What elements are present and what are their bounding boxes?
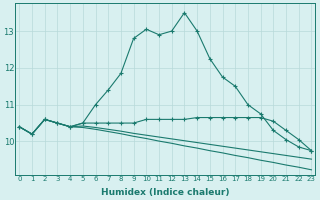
X-axis label: Humidex (Indice chaleur): Humidex (Indice chaleur) [101,188,230,197]
